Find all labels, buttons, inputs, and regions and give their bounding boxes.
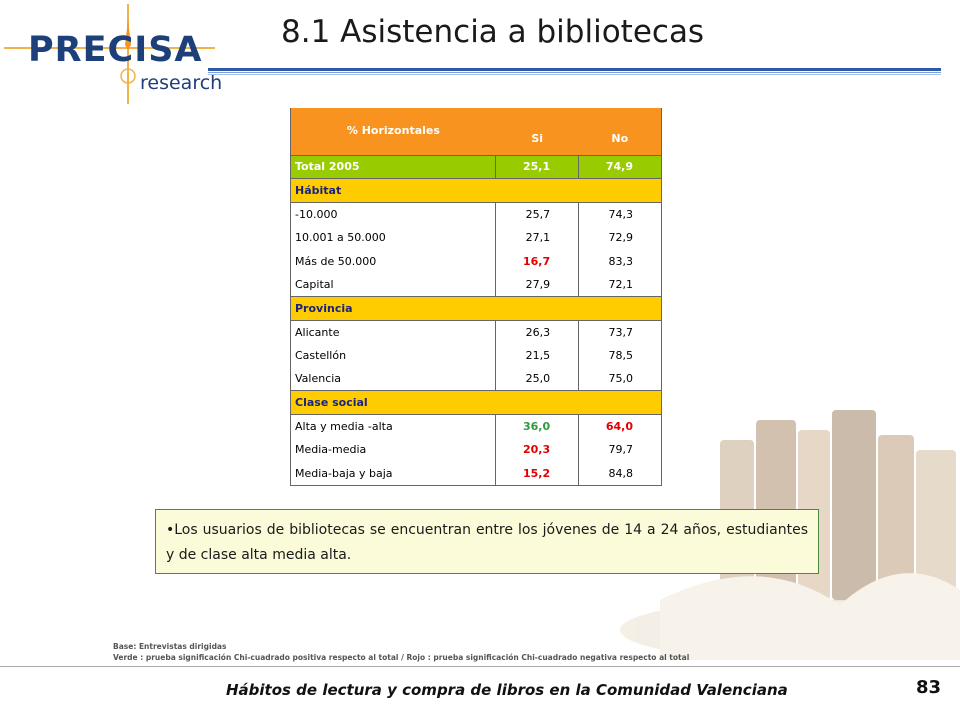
row-value-si: 20,3 [495,438,580,462]
footer-divider [0,666,960,667]
row-label: Capital [290,272,497,297]
table-row: 10.001 a 50.000 27,1 72,9 [290,225,662,250]
header-col-no: No [578,108,662,155]
section-row: Provincia [290,296,662,321]
page-title: 8.1 Asistencia a bibliotecas [281,14,705,50]
footnote-legend: Verde : prueba significación Chi-cuadrad… [113,653,690,662]
total-si: 25,1 [495,154,580,180]
title-rule [208,68,941,71]
summary-note: •Los usuarios de bibliotecas se encuentr… [155,509,819,574]
table-row: Media-media 20,3 79,7 [290,438,662,462]
row-value-no: 72,9 [578,225,662,250]
row-value-si: 27,9 [495,272,580,297]
section-label: Hábitat [290,178,662,203]
section-label: Clase social [290,390,662,416]
row-value-si: 25,0 [495,367,580,391]
section-row: Hábitat [290,178,662,203]
logo-sub-text: research [140,72,223,94]
row-value-no: 79,7 [578,438,662,462]
table-row: Media-baja y baja 15,2 84,8 [290,461,662,486]
books-illustration [620,410,960,660]
table-row: Capital 27,9 72,1 [290,272,662,297]
title-rule-thin [208,72,941,73]
row-value-no: 64,0 [578,414,662,439]
row-value-no: 72,1 [578,272,662,297]
row-value-si: 26,3 [495,320,580,344]
footer-subtitle: Hábitos de lectura y compra de libros en… [226,681,788,699]
page-number: 83 [916,677,942,698]
table-header-row: % Horizontales Si No [290,108,662,155]
row-label: -10.000 [290,202,497,226]
total-no: 74,9 [578,154,662,180]
row-value-si: 25,7 [495,202,580,226]
row-value-no: 73,7 [578,320,662,344]
row-value-si: 36,0 [495,414,580,439]
row-label: Más de 50.000 [290,249,497,273]
table-row: -10.000 25,7 74,3 [290,202,662,226]
logo-star-icon [4,4,215,104]
table-row: Castellón 21,5 78,5 [290,343,662,368]
row-value-no: 74,3 [578,202,662,226]
table-row: Alicante 26,3 73,7 [290,320,662,344]
header-label: % Horizontales [290,108,496,155]
total-row: Total 2005 25,1 74,9 [290,154,662,180]
row-label: 10.001 a 50.000 [290,225,497,250]
row-value-si: 27,1 [495,225,580,250]
row-value-no: 75,0 [578,367,662,391]
row-label: Media-media [290,438,497,462]
total-label: Total 2005 [290,154,497,180]
table-row: Más de 50.000 16,7 83,3 [290,249,662,273]
row-value-no: 78,5 [578,343,662,368]
attendance-table: % Horizontales Si No Total 2005 25,1 74,… [290,108,662,486]
row-label: Media-baja y baja [290,461,497,486]
header-col-si: Si [495,108,579,155]
row-value-si: 16,7 [495,249,580,273]
logo-brand-text: PRECISA [28,30,203,70]
row-label: Valencia [290,367,497,391]
table-row: Alta y media -alta 36,0 64,0 [290,414,662,439]
section-label: Provincia [290,296,662,321]
row-label: Alicante [290,320,497,344]
row-value-no: 84,8 [578,461,662,486]
footnote-base: Base: Entrevistas dirigidas [113,642,227,651]
row-label: Alta y media -alta [290,414,497,439]
precisa-research-logo: PRECISA research [0,0,223,110]
table-row: Valencia 25,0 75,0 [290,367,662,391]
row-label: Castellón [290,343,497,368]
title-rule-thin-2 [208,74,941,75]
row-value-si: 21,5 [495,343,580,368]
row-value-no: 83,3 [578,249,662,273]
row-value-si: 15,2 [495,461,580,486]
section-row: Clase social [290,390,662,416]
